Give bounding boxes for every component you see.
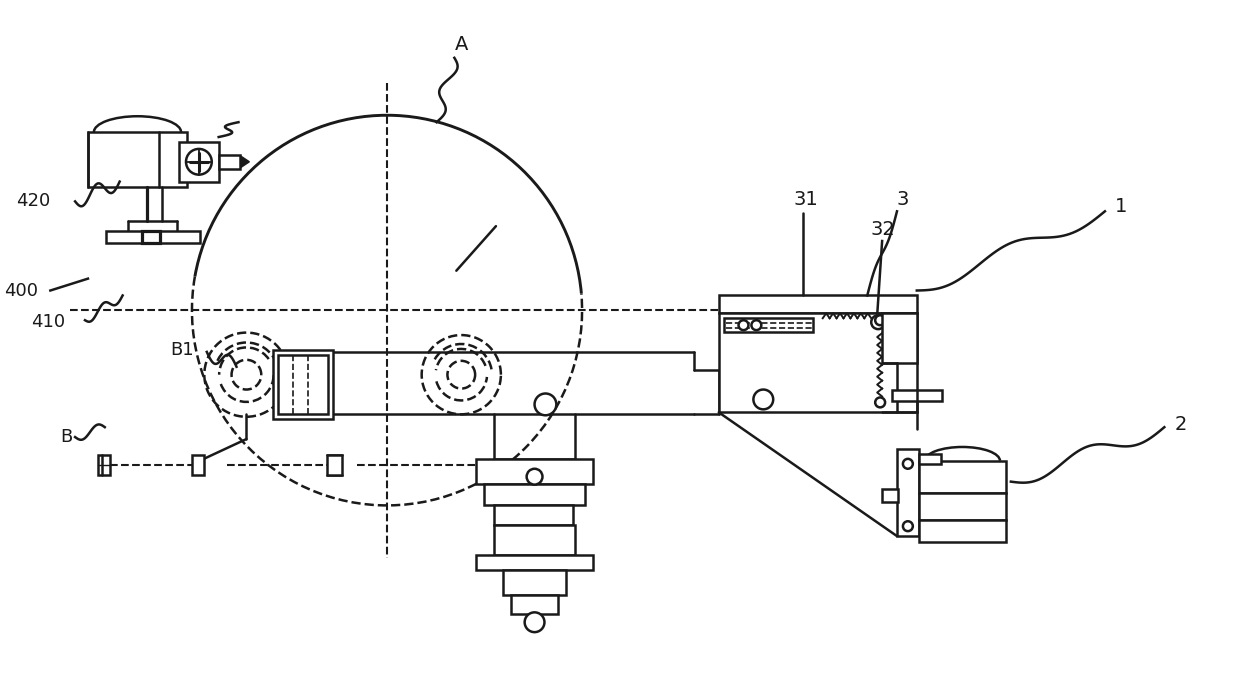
Circle shape [754, 390, 774, 410]
Text: B1: B1 [170, 341, 193, 359]
Text: 410: 410 [31, 314, 66, 331]
Bar [897, 449, 919, 536]
Bar [476, 459, 593, 484]
Text: 1: 1 [1115, 197, 1127, 216]
Circle shape [186, 149, 212, 175]
Bar [511, 595, 558, 615]
Circle shape [903, 521, 913, 531]
Circle shape [903, 459, 913, 469]
Circle shape [739, 320, 749, 330]
Bar [494, 506, 573, 525]
Text: 32: 32 [870, 220, 895, 239]
Text: 400: 400 [5, 281, 38, 300]
Circle shape [875, 397, 885, 407]
Circle shape [525, 613, 544, 632]
Bar [88, 132, 187, 187]
Bar [218, 155, 241, 169]
Bar [326, 455, 342, 475]
Bar [179, 142, 218, 182]
Circle shape [534, 394, 557, 415]
Bar [476, 555, 593, 570]
Bar [719, 314, 916, 412]
Text: 31: 31 [794, 190, 817, 209]
Bar [919, 520, 1006, 542]
Circle shape [872, 316, 885, 329]
Bar [892, 390, 941, 401]
Circle shape [527, 469, 542, 484]
Text: 420: 420 [16, 192, 51, 211]
Circle shape [875, 316, 885, 325]
Text: A: A [454, 36, 467, 54]
Bar [98, 455, 110, 475]
Bar [882, 314, 916, 363]
Bar [484, 484, 585, 506]
Bar [278, 355, 327, 414]
Bar [503, 570, 567, 595]
Bar [105, 231, 200, 243]
Bar [494, 525, 575, 555]
Text: B: B [60, 428, 72, 446]
Bar [719, 296, 916, 314]
Bar [192, 455, 203, 475]
Bar [919, 454, 941, 464]
Bar [724, 318, 812, 332]
Circle shape [751, 320, 761, 330]
Bar [919, 461, 1006, 493]
Bar [882, 488, 898, 502]
Polygon shape [241, 156, 249, 168]
Bar [143, 231, 160, 243]
Text: 3: 3 [897, 190, 909, 209]
Bar [919, 493, 1006, 520]
Polygon shape [884, 490, 897, 502]
Bar [273, 350, 332, 419]
Text: 2: 2 [1174, 415, 1187, 434]
